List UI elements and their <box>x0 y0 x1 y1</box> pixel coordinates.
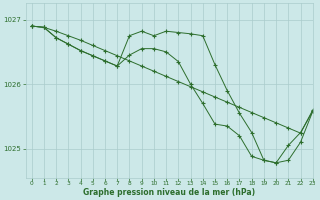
X-axis label: Graphe pression niveau de la mer (hPa): Graphe pression niveau de la mer (hPa) <box>83 188 255 197</box>
